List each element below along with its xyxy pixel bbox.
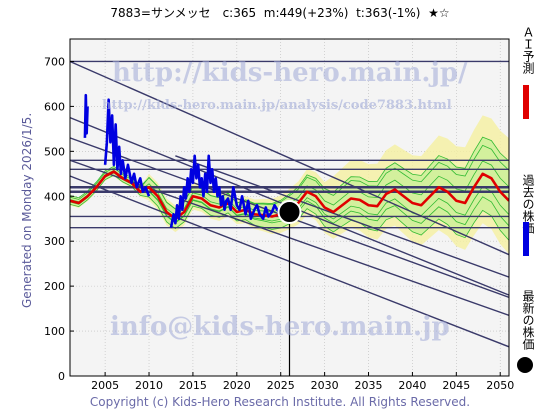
watermark-email: info@kids-hero.main.jp: [110, 312, 450, 342]
x-tick-label: 2010: [135, 379, 163, 392]
past-price-line: [83, 93, 89, 138]
forecast-band-line: [70, 144, 509, 210]
plot-frame: [69, 38, 510, 377]
legend-ai-label: ＡＩ予測: [521, 26, 535, 74]
y-tick-label: 600: [44, 100, 65, 113]
copyright-footer: Copyright (c) Kids-Hero Research Institu…: [89, 395, 471, 409]
legend-past-swatch: [523, 222, 529, 256]
forecast-band-line: [70, 136, 509, 210]
chart-title: 7883=サンメッセ c:365 m:449(+23%) t:363(-1%) …: [110, 6, 450, 20]
x-tick-label: 2015: [179, 379, 207, 392]
x-tick-label: 2050: [486, 379, 514, 392]
past-price-line: [103, 98, 151, 197]
legend-past-label: 過去の株価: [521, 174, 535, 234]
y-tick-label: 0: [58, 370, 65, 383]
current-marker-group: [277, 199, 302, 376]
channel-line: [175, 155, 509, 278]
legend-ai-swatch: [523, 85, 529, 119]
watermark-analysis-url: http://kids-hero.main.jp/analysis/code78…: [102, 98, 452, 113]
x-tick-label: 2005: [91, 379, 119, 392]
legend-latest-label: 最新の株価: [521, 290, 535, 350]
generated-date-label: Generated on Monday 2026/1/5.: [20, 112, 34, 308]
y-tick-label: 100: [44, 325, 65, 338]
y-tick-label: 200: [44, 280, 65, 293]
tick-labels: 2005 2010 2015 2020 2025 2030 2035 2040 2045 2050…: [44, 55, 514, 392]
x-tick-label: 2045: [442, 379, 470, 392]
y-tick-label: 500: [44, 145, 65, 158]
x-tick-label: 2040: [398, 379, 426, 392]
x-tick-label: 2035: [355, 379, 383, 392]
y-tick-label: 400: [44, 190, 65, 203]
x-tick-label: 2030: [311, 379, 339, 392]
x-tick-label: 2020: [223, 379, 251, 392]
current-price-marker: [277, 199, 302, 224]
legend-latest-marker: [517, 357, 533, 373]
channel-line: [70, 60, 509, 256]
past-price-line: [169, 154, 290, 228]
y-tick-label: 700: [44, 55, 65, 68]
x-tick-label: 2025: [267, 379, 295, 392]
watermark-url: http://kids-hero.main.jp/: [112, 58, 468, 88]
y-tick-label: 300: [44, 235, 65, 248]
